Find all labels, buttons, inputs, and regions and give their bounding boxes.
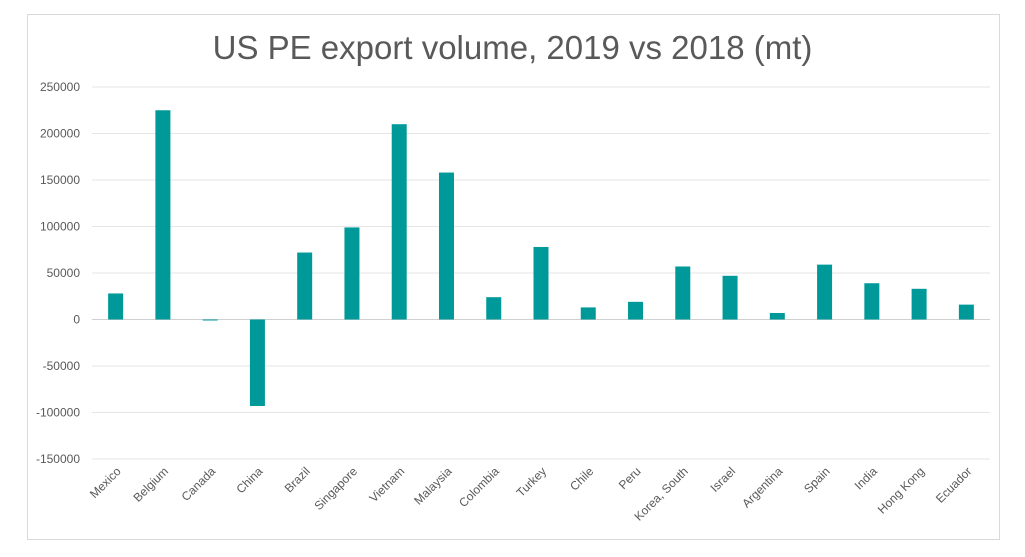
bar-spain — [817, 264, 833, 320]
bar-vietnam — [391, 124, 407, 320]
chart-title: US PE export volume, 2019 vs 2018 (mt) — [212, 29, 813, 66]
bar-brazil — [297, 252, 313, 320]
x-tick-label: Turkey — [514, 464, 550, 500]
y-tick-label: 50000 — [47, 266, 81, 280]
x-tick-label: Israel — [708, 464, 739, 495]
bar-canada — [202, 319, 218, 321]
bars — [108, 110, 974, 406]
chart-frame — [27, 14, 1000, 540]
x-tick-label: Argentina — [739, 464, 785, 510]
x-tick-label: Spain — [801, 464, 833, 496]
x-tick-label: Hong Kong — [875, 464, 927, 516]
y-tick-label: -50000 — [43, 359, 81, 373]
x-tick-label: Peru — [616, 464, 644, 492]
bar-hong-kong — [911, 288, 927, 320]
x-tick-label: Belgium — [130, 464, 171, 505]
bar-argentina — [769, 312, 785, 320]
x-tick-label: Canada — [179, 464, 219, 504]
y-tick-label: 200000 — [40, 127, 80, 141]
x-tick-label: Malaysia — [411, 464, 455, 508]
bar-colombia — [486, 297, 502, 320]
bar-chile — [580, 307, 596, 320]
x-tick-label: Vietnam — [366, 464, 407, 505]
x-tick-label: Chile — [567, 464, 596, 493]
y-tick-label: 0 — [73, 313, 80, 327]
y-tick-label: -100000 — [36, 406, 80, 420]
y-tick-label: 100000 — [40, 220, 80, 234]
bar-china — [249, 319, 265, 406]
x-tick-label: Singapore — [311, 464, 360, 513]
bar-belgium — [155, 110, 171, 320]
y-tick-label: 150000 — [40, 173, 80, 187]
bar-korea-south — [675, 266, 691, 320]
bar-israel — [722, 275, 738, 320]
y-tick-label: 250000 — [40, 80, 80, 94]
x-tick-label: Ecuador — [933, 464, 975, 506]
bar-india — [864, 283, 880, 320]
bar-malaysia — [438, 172, 454, 320]
y-tick-label: -150000 — [36, 452, 80, 466]
bar-ecuador — [958, 304, 974, 320]
x-tick-label: Colombia — [456, 464, 502, 510]
bar-turkey — [533, 246, 549, 320]
y-axis-labels: 250000 200000 150000 100000 50000 0 -50000 -100… — [36, 80, 80, 466]
x-tick-label: Brazil — [282, 464, 313, 495]
x-tick-label: China — [233, 464, 265, 496]
bar-singapore — [344, 227, 360, 320]
bar-peru — [628, 301, 644, 320]
x-tick-label: India — [852, 464, 881, 493]
bar-mexico — [108, 293, 124, 320]
x-tick-label: Mexico — [87, 464, 124, 501]
